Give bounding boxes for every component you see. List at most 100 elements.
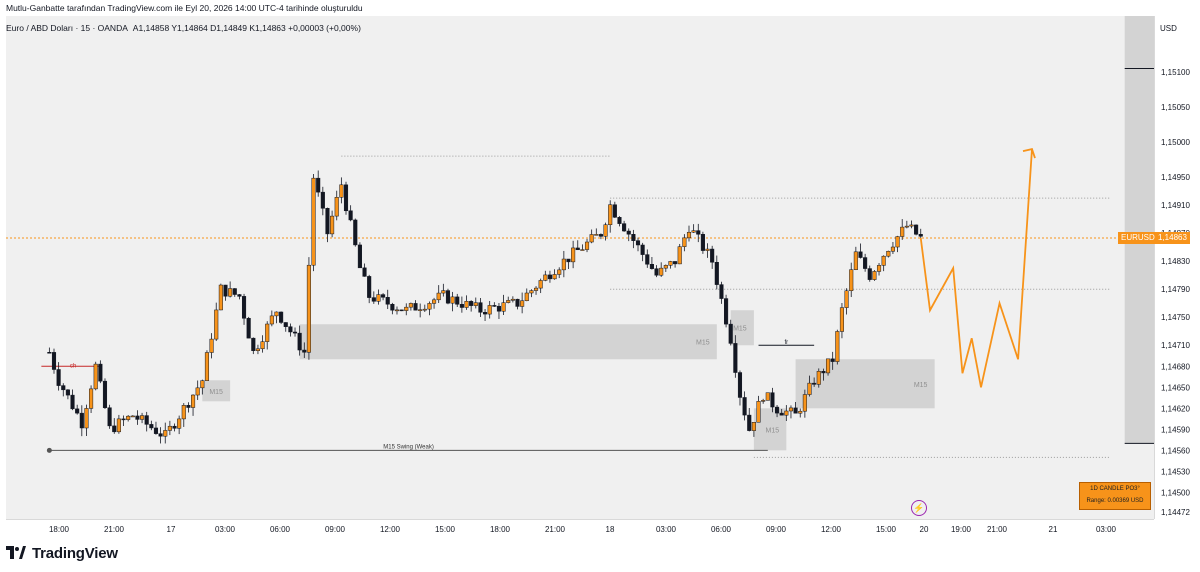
- bull-candle: [761, 400, 766, 402]
- bull-candle: [589, 234, 594, 243]
- zone-label: M15: [766, 427, 780, 434]
- symbol-name: Euro / ABD Doları · 15 · OANDA: [6, 23, 128, 33]
- bear-candle: [343, 184, 349, 212]
- bear-candle: [107, 407, 112, 427]
- bear-candle: [65, 389, 70, 396]
- symbol-legend: Euro / ABD Doları · 15 · OANDA A1,14858 …: [6, 22, 361, 34]
- lightning-icon[interactable]: ⚡: [911, 500, 927, 516]
- bear-candle: [631, 233, 636, 241]
- po3-title: 1D CANDLE PO3°: [1090, 486, 1140, 492]
- bear-candle: [483, 312, 488, 315]
- bull-candle: [506, 300, 511, 303]
- bull-candle: [844, 290, 849, 308]
- bull-candle: [784, 410, 789, 416]
- bear-candle: [223, 284, 228, 297]
- bear-candle: [283, 322, 288, 327]
- time-axis[interactable]: 18:00 21:00 17 03:00 06:00 09:00 12:00 15:00 18:…: [6, 519, 1154, 537]
- bull-candle: [376, 294, 381, 302]
- bull-candle: [584, 241, 590, 250]
- bear-candle: [742, 397, 747, 416]
- bull-candle: [116, 418, 121, 433]
- bull-candle: [510, 298, 515, 301]
- bull-candle: [140, 415, 145, 420]
- bull-candle: [691, 230, 696, 233]
- bull-candle: [663, 265, 668, 269]
- bear-candle: [728, 323, 733, 344]
- bull-candle: [404, 306, 409, 311]
- bull-candle: [849, 269, 854, 292]
- bear-candle: [733, 343, 738, 373]
- bull-candle: [756, 401, 761, 423]
- bull-candle: [524, 292, 529, 302]
- currency-label[interactable]: USD: [1160, 24, 1177, 33]
- bear-candle: [320, 191, 325, 209]
- zone-label: M15: [696, 340, 710, 347]
- bear-candle: [292, 331, 298, 334]
- bear-candle: [459, 304, 464, 308]
- bear-candle: [399, 309, 404, 312]
- price-tick-label: 1,15100: [1161, 68, 1190, 77]
- swing-anchor-point: [46, 447, 52, 453]
- bull-candle: [705, 248, 710, 251]
- time-tick-label: 09:00: [766, 525, 787, 534]
- bull-candle: [214, 309, 219, 340]
- zone-label: M15: [209, 389, 223, 396]
- bull-candle: [890, 246, 895, 252]
- bear-candle: [371, 297, 376, 302]
- bull-candle: [269, 315, 274, 325]
- bull-candle: [181, 405, 186, 420]
- bear-candle: [102, 380, 108, 408]
- bear-candle: [914, 224, 919, 235]
- fr-label: fr: [784, 340, 788, 346]
- bear-candle: [714, 262, 719, 285]
- bull-candle: [126, 415, 131, 420]
- bull-candle: [580, 249, 585, 251]
- bear-candle: [75, 408, 80, 414]
- time-tick-label: 12:00: [821, 525, 842, 534]
- bear-candle: [362, 267, 367, 277]
- time-tick-label: 19:00: [951, 525, 972, 534]
- time-tick-label: 18: [606, 525, 615, 534]
- time-tick-label: 03:00: [656, 525, 677, 534]
- bull-candle: [668, 261, 673, 266]
- po3-range-box: [1124, 16, 1154, 444]
- bull-candle: [538, 280, 543, 289]
- bear-candle: [469, 301, 474, 306]
- bear-candle: [478, 302, 483, 313]
- bull-candle: [204, 352, 210, 381]
- time-tick-label: 15:00: [435, 525, 456, 534]
- bear-candle: [390, 304, 395, 311]
- bear-candle: [793, 407, 798, 414]
- ohlc-values: A1,14858 Y1,14864 D1,14849 K1,14863 +0,0…: [132, 23, 361, 33]
- bull-candle: [900, 226, 905, 237]
- price-tick-label: 1,14710: [1161, 341, 1190, 350]
- price-tick-label: 1,14560: [1161, 446, 1190, 455]
- bull-candle: [177, 418, 182, 429]
- bear-candle: [353, 219, 358, 246]
- bear-candle: [575, 247, 580, 251]
- bear-candle: [770, 392, 775, 408]
- price-axis[interactable]: 1,15100 1,15050 1,15000 1,14950 1,14910 1,148…: [1154, 16, 1200, 519]
- bear-candle: [645, 254, 650, 265]
- bear-candle: [413, 303, 418, 311]
- bull-candle: [571, 247, 576, 263]
- bear-candle: [492, 305, 497, 307]
- time-tick-label: 09:00: [325, 525, 346, 534]
- bear-candle: [241, 296, 247, 319]
- symbol-price-tag: EURUSD: [1118, 232, 1158, 245]
- bull-candle: [432, 299, 437, 304]
- bull-candle: [853, 251, 858, 270]
- time-tick-label: 20: [920, 525, 929, 534]
- candles: [47, 170, 923, 444]
- bull-candle: [895, 236, 900, 248]
- bear-candle: [654, 268, 659, 276]
- bear-candle: [302, 349, 307, 353]
- bull-candle: [200, 380, 205, 389]
- bull-candle: [876, 265, 882, 272]
- bull-candle: [839, 307, 845, 332]
- bear-candle: [821, 371, 826, 374]
- bear-candle: [121, 418, 126, 421]
- bull-candle: [904, 225, 909, 228]
